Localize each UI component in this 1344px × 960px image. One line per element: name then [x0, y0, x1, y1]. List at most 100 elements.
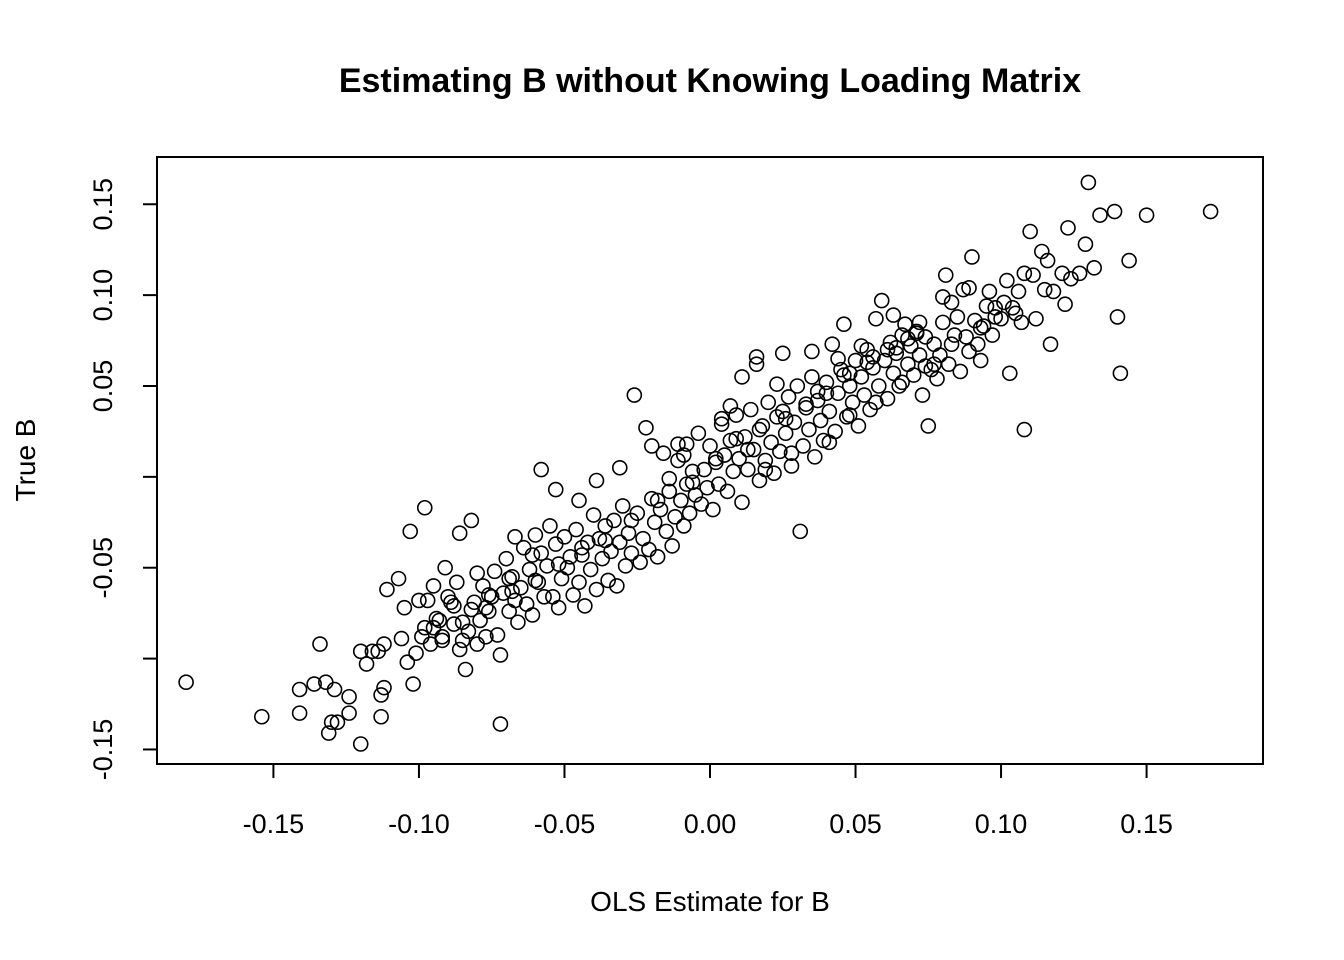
- data-point: [358, 656, 375, 672]
- data-point: [769, 376, 785, 392]
- data-point: [454, 614, 471, 631]
- data-point: [742, 401, 759, 418]
- data-point: [792, 523, 809, 540]
- data-point: [999, 272, 1015, 289]
- data-point: [812, 412, 829, 429]
- data-point: [594, 550, 611, 567]
- data-point: [830, 385, 846, 402]
- data-point: [1138, 207, 1155, 223]
- data-point: [806, 449, 823, 465]
- data-point: [422, 636, 439, 652]
- data-point: [1013, 314, 1030, 331]
- x-tick-label: -0.15: [243, 809, 305, 839]
- data-point: [443, 594, 459, 611]
- data-point: [428, 610, 445, 627]
- data-point: [352, 736, 369, 752]
- data-point: [253, 708, 270, 725]
- data-point: [635, 530, 651, 547]
- data-point: [1042, 336, 1059, 352]
- data-point: [678, 436, 695, 452]
- data-point: [774, 345, 791, 362]
- data-point: [507, 592, 523, 609]
- data-point: [856, 387, 873, 403]
- data-point: [847, 352, 864, 369]
- data-point: [312, 636, 328, 652]
- data-point: [1086, 260, 1102, 276]
- data-point: [178, 674, 194, 691]
- data-point: [900, 330, 916, 347]
- data-point: [498, 550, 515, 567]
- data-point: [414, 628, 430, 645]
- data-point: [780, 389, 797, 405]
- data-point: [489, 627, 506, 643]
- data-point: [929, 370, 945, 387]
- data-point: [1106, 203, 1123, 220]
- data-point: [411, 592, 427, 609]
- data-point: [434, 628, 451, 645]
- data-point: [1039, 252, 1056, 269]
- data-point: [961, 343, 977, 360]
- data-point: [536, 589, 552, 605]
- y-tick-label: 0.05: [88, 360, 118, 413]
- data-point: [1010, 283, 1027, 300]
- y-axis-label: True B: [10, 419, 41, 502]
- data-point: [987, 300, 1004, 316]
- data-point: [451, 525, 468, 541]
- data-point: [623, 545, 640, 561]
- data-point: [562, 549, 579, 565]
- data-point: [751, 421, 768, 438]
- data-point: [478, 628, 494, 645]
- data-point: [513, 579, 529, 596]
- data-point: [748, 356, 765, 372]
- data-point: [623, 512, 640, 529]
- data-point: [542, 518, 558, 534]
- data-point: [463, 512, 480, 529]
- data-point: [905, 367, 922, 383]
- data-point: [559, 559, 576, 576]
- data-point: [603, 543, 619, 560]
- data-point: [745, 441, 762, 458]
- data-point: [530, 574, 547, 591]
- data-point: [425, 619, 442, 636]
- data-point: [888, 345, 905, 362]
- data-point: [451, 641, 468, 658]
- data-point: [836, 316, 852, 332]
- data-point: [609, 578, 625, 594]
- data-point: [766, 465, 782, 482]
- data-point: [649, 492, 666, 509]
- data-point: [763, 434, 779, 451]
- data-point: [504, 583, 520, 600]
- data-point: [611, 459, 628, 476]
- data-point: [364, 643, 381, 660]
- data-point: [690, 425, 707, 442]
- data-point: [399, 654, 416, 671]
- data-point: [393, 630, 410, 647]
- data-point: [1092, 207, 1108, 223]
- data-point: [460, 623, 477, 640]
- data-point: [641, 541, 657, 558]
- data-point: [376, 679, 392, 696]
- data-point: [469, 636, 485, 652]
- data-point: [1025, 267, 1041, 283]
- data-point: [550, 599, 567, 616]
- x-axis: -0.15 -0.10 -0.05 0.00 0.05 0.10 0.15: [243, 763, 1173, 839]
- data-point: [751, 472, 768, 489]
- y-tick-label: 0.10: [88, 269, 118, 322]
- data-point: [510, 614, 526, 631]
- data-point: [556, 529, 573, 545]
- data-point: [568, 521, 584, 538]
- data-point: [713, 410, 730, 427]
- data-point: [1001, 365, 1018, 382]
- data-point: [545, 589, 561, 605]
- data-point: [617, 558, 634, 574]
- x-tick-label: -0.10: [388, 809, 450, 839]
- data-point: [1112, 365, 1129, 382]
- data-point: [457, 661, 474, 678]
- data-point: [527, 527, 544, 543]
- data-point: [579, 534, 596, 551]
- data-point: [492, 647, 509, 663]
- y-tick-label: -0.05: [88, 537, 118, 599]
- data-point: [935, 289, 951, 305]
- data-point: [681, 505, 698, 522]
- data-point: [705, 501, 721, 518]
